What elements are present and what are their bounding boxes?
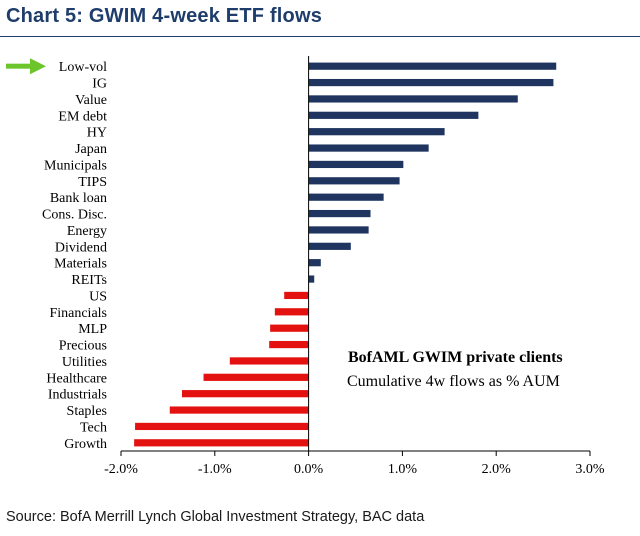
annotation-title: BofAML GWIM private clients [348,349,563,366]
bar-japan [308,144,429,152]
category-label: Growth [64,437,107,452]
bar-utilities [229,357,309,365]
bar-us [284,291,309,300]
category-label: IG [92,77,107,92]
bar-industrials [181,390,309,398]
bar-growth [134,439,309,447]
bar-staples [169,406,309,414]
bar-hy [308,128,445,136]
bar-dividend [308,242,351,250]
bar-healthcare [203,373,309,381]
category-label: US [89,289,107,304]
bar-precious [269,340,309,349]
bars-layer [134,62,557,447]
highlight-arrow-icon [6,58,46,75]
title-divider [0,36,640,37]
x-tick-label: -1.0% [198,462,232,477]
category-label: Industrials [48,388,107,403]
x-tick-label: -2.0% [104,462,138,477]
annotation-subtitle: Cumulative 4w flows as % AUM [347,373,560,390]
source-note: Source: BofA Merrill Lynch Global Invest… [6,509,425,525]
category-label: Energy [67,224,107,239]
bar-materials [308,259,321,267]
category-label: Low-vol [59,60,107,75]
bar-tech [135,422,309,431]
category-label: TIPS [78,175,107,190]
bar-financials [274,308,309,316]
chart-title: Chart 5: GWIM 4-week ETF flows [6,5,323,27]
x-tick-label: 2.0% [482,462,512,477]
category-label: Dividend [55,240,107,255]
category-label: MLP [78,322,107,337]
category-label: Tech [80,420,107,435]
bar-reits [308,275,315,283]
bar-low-vol [308,62,557,70]
bar-energy [308,226,369,234]
x-tick-label: 0.0% [294,462,324,477]
x-tick-label: 3.0% [575,462,605,477]
category-label: Materials [54,257,107,272]
category-label: Municipals [44,158,107,173]
category-label: Financials [49,306,107,321]
highlight-arrow-layer [6,58,46,75]
category-label: Staples [67,404,107,419]
category-label: EM debt [58,109,107,124]
x-tick-label: 1.0% [388,462,418,477]
axis-layer: -2.0% -1.0% 0.0% 1.0% 2.0% 3.0% [104,56,605,477]
bar-mlp [270,324,309,332]
category-label: REITs [71,273,107,288]
category-label: Bank loan [50,191,107,206]
bar-value [308,95,518,103]
category-label: Value [75,93,107,108]
category-label: Precious [59,339,107,354]
category-label: Japan [75,142,107,157]
category-label: Utilities [62,355,107,370]
category-label: Cons. Disc. [42,208,107,223]
bar-bank-loan [308,193,384,201]
category-label: HY [87,126,107,141]
bar-tips [308,177,400,185]
bar-em-debt [308,111,479,119]
bar-municipals [308,160,404,169]
bar-ig [308,78,554,87]
category-label: Healthcare [46,371,107,386]
bar-cons-disc- [308,209,371,218]
